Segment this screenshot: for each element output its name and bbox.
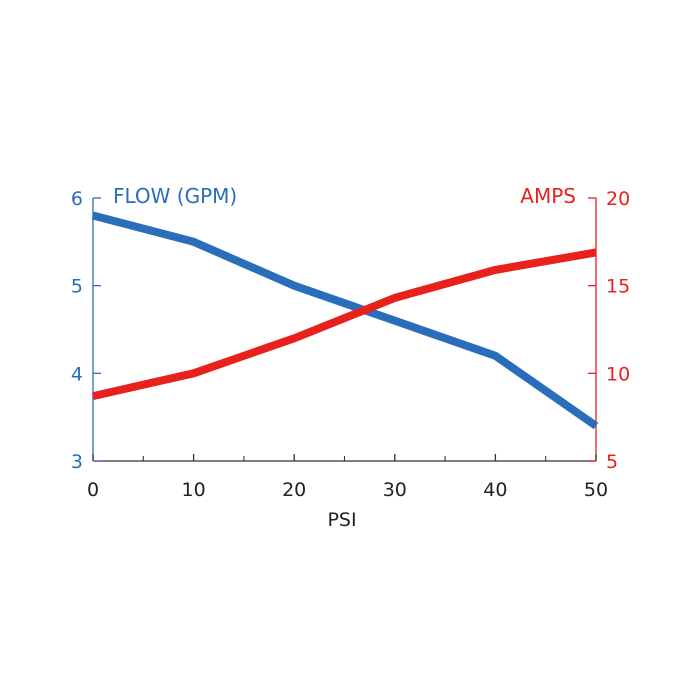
x-tick-label: 10 (182, 479, 206, 501)
right-axis-title: AMPS (520, 184, 576, 208)
left-axis-title: FLOW (GPM) (113, 184, 237, 208)
right-y-tick-label: 10 (606, 363, 630, 385)
left-y-tick-label: 3 (71, 451, 83, 473)
left-y-tick-label: 5 (71, 276, 83, 298)
x-tick-label: 30 (383, 479, 407, 501)
x-tick-label: 40 (483, 479, 507, 501)
x-tick-label: 0 (87, 479, 99, 501)
x-tick-label: 20 (282, 479, 306, 501)
left-y-tick-label: 6 (71, 188, 83, 210)
right-y-tick-label: 5 (606, 451, 618, 473)
x-tick-label: 50 (584, 479, 608, 501)
chart-axes: 0 10 20 30 40 50 3 4 5 6 5 10 15 20 (71, 188, 630, 501)
flow-series-line (91, 211, 599, 430)
chart-series (91, 211, 599, 430)
left-y-tick-label: 4 (71, 363, 83, 385)
right-y-tick-label: 15 (606, 276, 630, 298)
amps-series-line (92, 248, 597, 401)
x-axis-title: PSI (327, 509, 356, 531)
chart-labels: FLOW (GPM) AMPS PSI (113, 184, 576, 531)
right-y-tick-label: 20 (606, 188, 630, 210)
